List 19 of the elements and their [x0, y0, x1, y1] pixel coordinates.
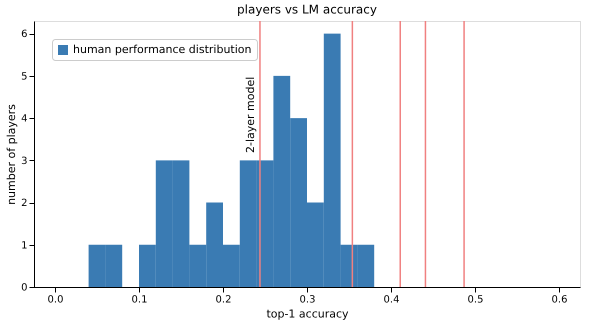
x-tick-label: 0.6: [552, 294, 568, 306]
y-tick-label: 0: [21, 282, 28, 294]
x-tick-label: 0.1: [132, 294, 148, 306]
y-axis-title: number of players: [5, 104, 18, 205]
x-tick-label: 0.4: [384, 294, 400, 306]
y-tick-label: 4: [21, 114, 28, 125]
y-tick-label: 6: [21, 29, 28, 40]
x-tick-label: 0.5: [468, 294, 484, 306]
chart-title: players vs LM accuracy: [237, 2, 377, 16]
x-tick-label: 0.2: [216, 294, 232, 306]
x-tick-label: 0.3: [300, 294, 316, 306]
ref-line-label: 2-layer model: [244, 76, 257, 153]
y-tick-label: 2: [21, 198, 28, 210]
y-tick-label: 1: [21, 240, 28, 252]
y-tick-label: 5: [21, 71, 28, 82]
legend-label: human performance distribution: [73, 43, 252, 56]
x-tick-label: 0.0: [48, 294, 64, 306]
x-axis-title: top-1 accuracy: [266, 308, 350, 320]
y-tick-label: 3: [21, 156, 28, 167]
